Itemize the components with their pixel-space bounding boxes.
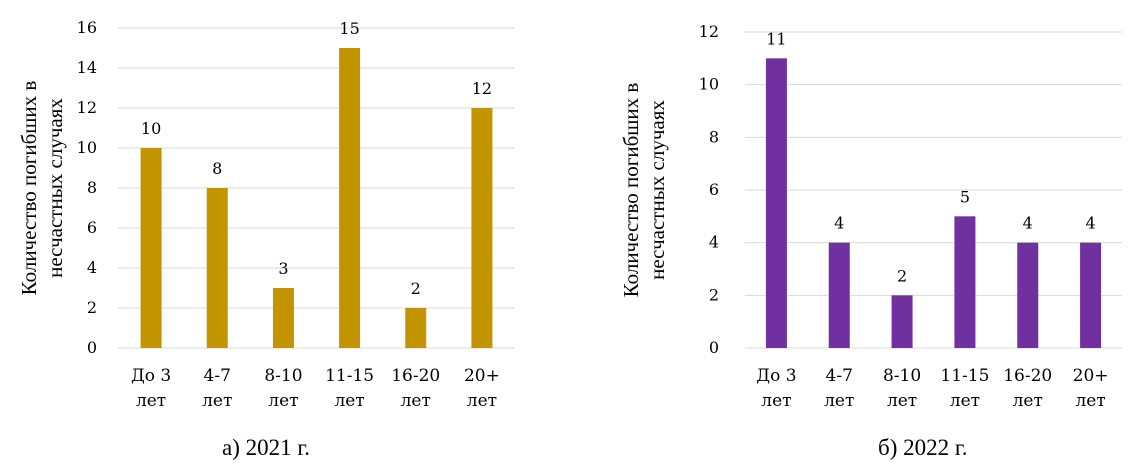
x-category-label: 11-15 [325, 366, 374, 386]
y-tick-label: 8 [709, 127, 719, 146]
y-axis-title-line: Количество погибших в [17, 81, 41, 296]
y-tick-label: 8 [87, 178, 97, 197]
x-category-label: 8-10 [264, 366, 302, 386]
x-category-label: 4-7 [826, 366, 853, 386]
y-tick-label: 0 [87, 338, 97, 357]
x-category-label: лет [1013, 391, 1043, 411]
chart-caption-2021: а) 2021 г. [222, 435, 310, 460]
x-category-label: лет [334, 391, 364, 411]
data-label: 8 [212, 159, 222, 178]
x-category-label: лет [401, 391, 431, 411]
x-category-label: 20+ [1073, 366, 1109, 386]
y-tick-label: 4 [709, 233, 719, 252]
bar-2021-1 [140, 148, 162, 348]
y-tick-label: 6 [709, 180, 719, 199]
chart-2022: 0 2 4 6 8 10 12 Количество погибших в несчастных… [619, 22, 1122, 411]
y-tick-label: 10 [77, 138, 97, 157]
bar-2022-1 [765, 58, 787, 348]
y-tick-label: 2 [87, 298, 97, 317]
x-category-label: лет [887, 391, 917, 411]
y-tick-label: 14 [77, 58, 97, 77]
x-category-label: До 3 [131, 366, 171, 386]
x-category-label: лет [950, 391, 980, 411]
y-tick-label: 10 [699, 75, 719, 94]
y-axis-title-line: несчастных случаях [43, 98, 67, 278]
bar-2021-5 [405, 308, 427, 348]
data-label: 2 [897, 266, 907, 285]
data-label: 2 [411, 279, 421, 298]
x-category-label: До 3 [756, 366, 796, 386]
x-category-label: 16-20 [391, 366, 440, 386]
x-category-label: лет [467, 391, 497, 411]
x-category-label: лет [824, 391, 854, 411]
y-tick-label: 16 [77, 18, 97, 37]
y-tick-label: 0 [709, 338, 719, 357]
x-category-label: лет [268, 391, 298, 411]
y-axis-title-line: Количество погибших в [619, 83, 643, 298]
y-tick-label: 2 [709, 285, 719, 304]
y-tick-label: 12 [699, 22, 719, 41]
y-axis-title: Количество погибших в несчастных случаях [17, 81, 67, 296]
x-category-label: 20+ [464, 366, 500, 386]
bar-2022-6 [1080, 242, 1102, 348]
data-label: 11 [766, 29, 786, 48]
data-label: 4 [834, 214, 844, 233]
bar-2021-2 [206, 188, 228, 348]
y-axis-title-line: несчастных случаях [645, 100, 669, 280]
data-label: 3 [278, 259, 288, 278]
x-category-label: лет [202, 391, 232, 411]
data-label: 5 [960, 187, 970, 206]
bar-2022-3 [891, 295, 913, 348]
x-category-label: 4-7 [204, 366, 231, 386]
y-axis-title: Количество погибших в несчастных случаях [619, 83, 669, 298]
chart-2021: 0 2 4 6 8 10 12 14 16 Количество погибших в несчас… [17, 18, 515, 411]
y-tick-label: 6 [87, 218, 97, 237]
data-label: 15 [339, 19, 359, 38]
data-label: 10 [141, 119, 161, 138]
x-category-label: лет [136, 391, 166, 411]
bar-2021-4 [339, 48, 361, 348]
data-label: 12 [472, 79, 492, 98]
bar-2021-3 [272, 288, 294, 348]
x-category-label: 11-15 [940, 366, 989, 386]
bar-2021-6 [471, 108, 493, 348]
y-tick-label: 12 [77, 98, 97, 117]
x-category-label: 8-10 [883, 366, 921, 386]
x-category-label: лет [761, 391, 791, 411]
data-label: 4 [1085, 214, 1095, 233]
bar-2022-2 [828, 242, 850, 348]
chart-caption-2022: б) 2022 г. [878, 435, 968, 460]
bar-2022-4 [954, 216, 976, 348]
x-category-label: 16-20 [1003, 366, 1052, 386]
data-label: 4 [1023, 214, 1033, 233]
x-category-label: лет [1075, 391, 1105, 411]
bar-2022-5 [1017, 242, 1039, 348]
y-tick-label: 4 [87, 258, 97, 277]
